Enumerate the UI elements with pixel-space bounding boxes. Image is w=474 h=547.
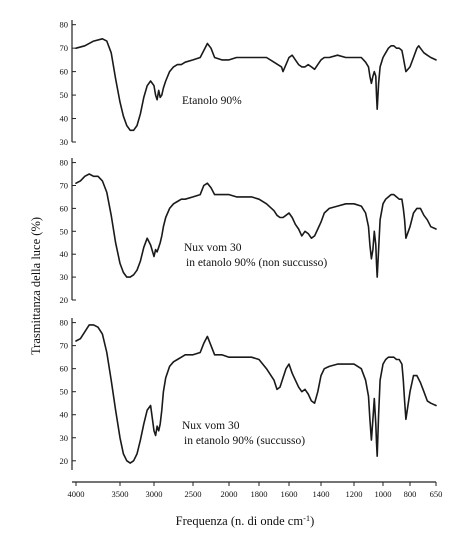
y-tick-label: 60 [60,364,69,374]
y-tick-label: 70 [60,180,69,190]
y-tick-label: 30 [60,137,69,147]
x-tick-label: 800 [404,489,417,499]
spectrum-panel-2: 80 70 60 50 40 30 20 Nux vom 30 in etanolo 90% (… [60,158,437,305]
y-tick-label: 70 [60,43,69,53]
x-tick-label: 1000 [375,489,392,499]
y-tick-label: 80 [60,158,69,168]
y-tick-label: 50 [60,387,69,397]
spectrum-label-2: Nux vom 30 in etanolo 90% (non succusso) [184,242,327,269]
spectrum-panel-3: 80 70 60 50 40 30 20 Nux vom 30 in etanolo 90% (… [60,318,437,470]
spectrum-label-line: Nux vom 30 [184,242,242,254]
y-tick-label: 70 [60,341,69,351]
y-tick-label: 60 [60,67,69,77]
y-tick-label: 40 [60,249,69,259]
y-tick-label: 30 [60,433,69,443]
spectrum-panel-1: 80 70 60 50 40 30 Etanolo 90% [60,20,437,147]
y-tick-label: 20 [60,295,69,305]
spectrum-line-3 [75,324,437,464]
x-axis-title: Frequenza (n. di onde cm-1) [176,513,315,528]
x-axis-title-superscript: -1 [303,513,310,523]
y-axis-title: Trasmittanza della luce (%) [29,217,43,355]
spectrum-label-line: in etanolo 90% (non succusso) [186,257,327,269]
x-tick-label: 1400 [313,489,330,499]
y-tick-label: 80 [60,318,69,328]
spectrum-label-line: in etanolo 90% (succusso) [184,435,305,447]
spectrum-label-3: Nux vom 30 in etanolo 90% (succusso) [182,420,305,447]
x-tick-label: 3500 [112,489,129,499]
y-tick-label: 40 [60,410,69,420]
x-tick-label: 1600 [281,489,298,499]
y-tick-label: 50 [60,90,69,100]
x-tick-label: 3000 [146,489,163,499]
spectrum-label-line: Etanolo 90% [182,95,242,107]
x-axis-title-main: Frequenza (n. di onde cm [176,514,304,528]
x-tick-label: 650 [430,489,443,499]
x-axis-title-close: ) [310,514,314,528]
x-tick-label: 4000 [68,489,85,499]
x-axis: 4000 3500 3000 2500 2000 1800 1600 1400 1200 1000… [68,481,443,499]
y-tick-label: 60 [60,203,69,213]
y-tick-label: 80 [60,20,69,30]
spectrum-label-1: Etanolo 90% [182,95,242,107]
spectrum-line-2 [75,173,437,278]
x-tick-label: 1200 [346,489,363,499]
spectrum-label-line: Nux vom 30 [182,420,240,432]
y-tick-label: 30 [60,272,69,282]
x-tick-label: 1800 [251,489,268,499]
spectra-panels: 80 70 60 50 40 30 Etanolo 90% 80 70 60 50 40 30 20 Nux… [60,20,437,470]
y-tick-label: 40 [60,114,69,124]
x-tick-label: 2500 [185,489,202,499]
spectrum-line-1 [75,38,437,132]
y-tick-label: 50 [60,226,69,236]
y-tick-label: 20 [60,456,69,466]
x-tick-label: 2000 [221,489,238,499]
